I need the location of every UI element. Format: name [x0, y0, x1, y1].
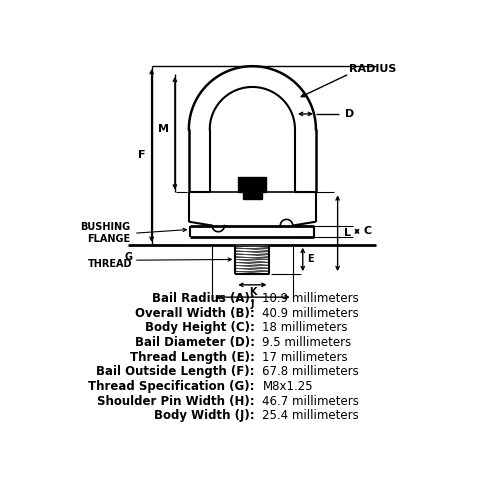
Text: 17 millimeters: 17 millimeters	[262, 350, 348, 364]
Text: Shoulder Pin Width (H):: Shoulder Pin Width (H):	[97, 394, 254, 407]
Text: K: K	[248, 287, 256, 297]
Text: L: L	[344, 228, 351, 238]
Bar	[243, 192, 262, 198]
Text: THREAD: THREAD	[88, 259, 132, 269]
Text: E: E	[306, 254, 313, 264]
Text: Bail Radius (A):: Bail Radius (A):	[152, 292, 254, 305]
Text: 9.5 millimeters: 9.5 millimeters	[262, 336, 352, 349]
Text: Thread Length (E):: Thread Length (E):	[130, 350, 254, 364]
Text: D: D	[346, 109, 354, 119]
Text: F: F	[138, 150, 145, 160]
Text: Overall Width (B):: Overall Width (B):	[135, 307, 254, 320]
Text: Thread Specification (G):: Thread Specification (G):	[88, 380, 254, 393]
Bar	[238, 177, 266, 192]
Text: J: J	[250, 299, 254, 309]
Text: BUSHING
FLANGE: BUSHING FLANGE	[80, 222, 130, 244]
Text: RADIUS: RADIUS	[349, 64, 397, 74]
Text: M8x1.25: M8x1.25	[262, 380, 313, 393]
Text: 10.9 millimeters: 10.9 millimeters	[262, 292, 359, 305]
Text: M: M	[158, 124, 170, 134]
Text: C: C	[363, 226, 372, 236]
Text: 40.9 millimeters: 40.9 millimeters	[262, 307, 359, 320]
Text: 25.4 millimeters: 25.4 millimeters	[262, 409, 359, 422]
Text: Body Width (J):: Body Width (J):	[154, 409, 254, 422]
Text: G: G	[124, 252, 132, 262]
Text: 46.7 millimeters: 46.7 millimeters	[262, 394, 360, 407]
Text: Body Height (C):: Body Height (C):	[145, 322, 254, 334]
Text: Bail Outside Length (F):: Bail Outside Length (F):	[96, 366, 254, 378]
Text: 67.8 millimeters: 67.8 millimeters	[262, 366, 359, 378]
Text: 18 millimeters: 18 millimeters	[262, 322, 348, 334]
Text: Bail Diameter (D):: Bail Diameter (D):	[134, 336, 254, 349]
